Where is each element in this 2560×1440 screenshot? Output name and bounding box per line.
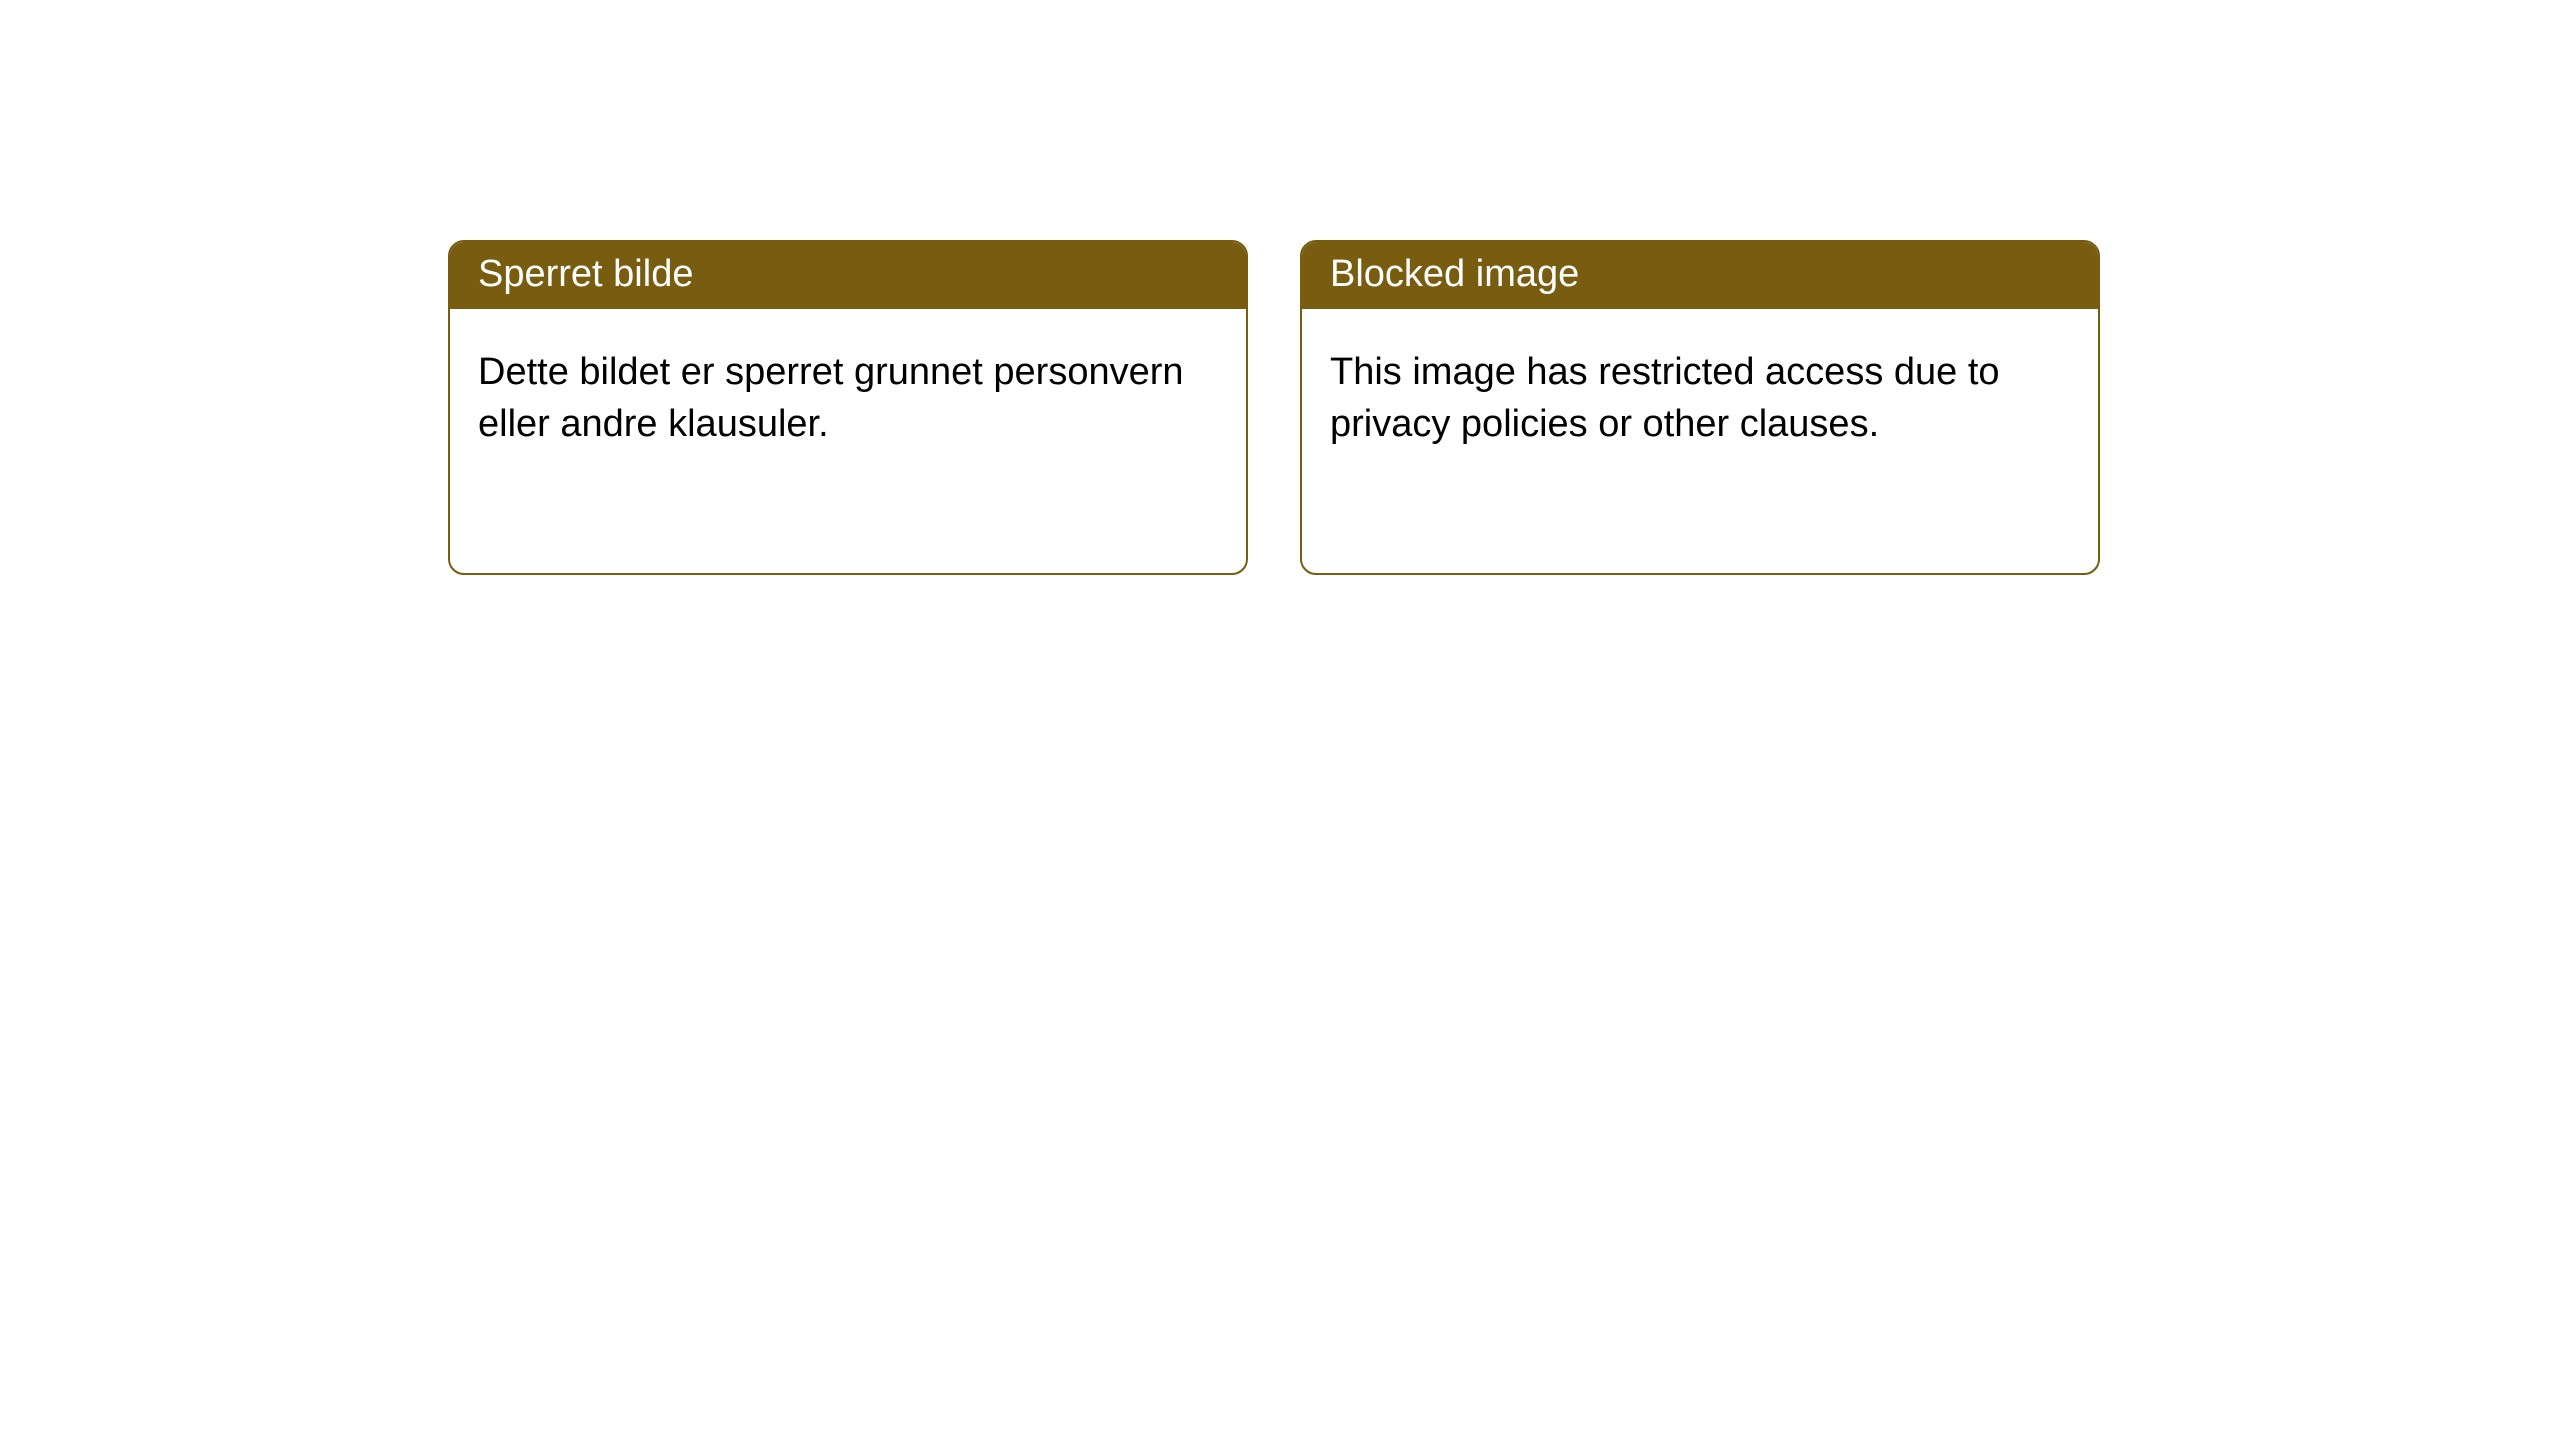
card-header: Sperret bilde [450, 242, 1246, 309]
card-body-text: Dette bildet er sperret grunnet personve… [478, 351, 1184, 444]
notice-card-english: Blocked image This image has restricted … [1300, 240, 2100, 575]
card-body: Dette bildet er sperret grunnet personve… [450, 309, 1246, 488]
card-title: Sperret bilde [478, 253, 693, 295]
notice-card-norwegian: Sperret bilde Dette bildet er sperret gr… [448, 240, 1248, 575]
card-title: Blocked image [1330, 253, 1579, 295]
notice-container: Sperret bilde Dette bildet er sperret gr… [0, 0, 2560, 575]
card-body: This image has restricted access due to … [1302, 309, 2098, 488]
card-body-text: This image has restricted access due to … [1330, 351, 2000, 444]
card-header: Blocked image [1302, 242, 2098, 309]
